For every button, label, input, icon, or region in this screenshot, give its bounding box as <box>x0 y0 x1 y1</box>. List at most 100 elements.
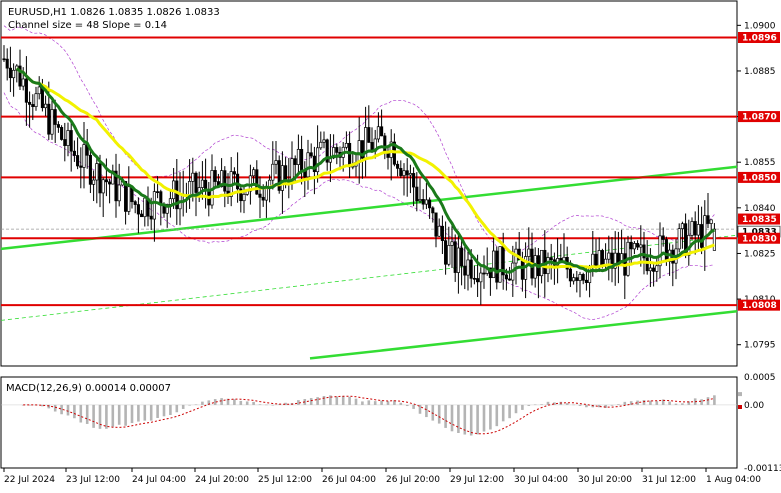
candle-body <box>152 191 156 220</box>
price-level-badge <box>738 171 780 183</box>
candle-body <box>188 181 192 197</box>
macd-histogram-bar <box>489 404 492 430</box>
candle-body <box>191 172 195 182</box>
macd-histogram-bar <box>322 396 326 405</box>
macd-histogram-bar <box>527 404 531 406</box>
candle-body <box>396 163 400 169</box>
macd-histogram-bar <box>591 404 595 408</box>
macd-histogram-bar <box>578 404 582 406</box>
candle-body <box>399 168 403 176</box>
macd-histogram-bar <box>373 401 377 405</box>
candle-body <box>213 170 217 182</box>
candle-body <box>421 199 425 205</box>
macd-histogram-bar <box>47 404 51 409</box>
macd-tick-label: 0.00 <box>744 401 764 411</box>
candle-body <box>322 139 326 143</box>
candle-body <box>348 142 352 168</box>
candle-body <box>2 58 6 61</box>
macd-histogram-bar <box>143 404 147 421</box>
macd-histogram-bar <box>687 401 691 405</box>
candle-body <box>79 165 83 168</box>
price-level-badge <box>738 299 780 311</box>
macd-histogram-bar <box>348 396 351 405</box>
candle-body <box>72 150 76 156</box>
candle-body <box>508 278 512 281</box>
macd-pane[interactable] <box>0 376 738 469</box>
price-level-label: 1.0850 <box>742 173 777 183</box>
candle-body <box>47 103 51 135</box>
macd-histogram-bar <box>713 395 716 405</box>
candle-body <box>296 148 300 165</box>
macd-histogram-bar <box>98 404 102 429</box>
macd-histogram-bar <box>85 404 89 424</box>
candle-body <box>700 224 704 248</box>
price-level-label: 1.0833 <box>742 228 777 238</box>
candle-body <box>252 169 256 177</box>
macd-histogram-bar <box>386 401 390 405</box>
candle-body <box>495 250 499 283</box>
macd-histogram-bar <box>469 404 473 436</box>
macd-histogram-bar <box>41 404 44 407</box>
candle-body <box>706 215 710 224</box>
macd-histogram-bar <box>585 404 588 408</box>
candle-body <box>5 58 9 69</box>
candle-body <box>591 253 595 268</box>
macd-histogram-bar <box>617 404 620 405</box>
candle-body <box>581 274 585 281</box>
time-label: 25 Jul 12:00 <box>258 475 312 485</box>
macd-histogram-bar <box>649 400 652 405</box>
candle-body <box>66 130 70 146</box>
macd-histogram-bar <box>405 404 409 407</box>
macd-value-marker <box>738 405 742 410</box>
candle-body <box>98 163 102 194</box>
envelope-band <box>3 92 715 321</box>
candle-body <box>466 259 470 276</box>
macd-histogram-bar <box>239 400 243 405</box>
candle-body <box>664 239 668 262</box>
time-label: 31 Jul 12:00 <box>642 475 696 485</box>
candle-body <box>223 170 227 192</box>
candle-body <box>312 155 316 173</box>
macd-histogram-bar <box>220 398 223 405</box>
candle-body <box>527 248 531 257</box>
macd-histogram-bar <box>572 404 575 406</box>
moving-averages <box>15 67 716 274</box>
candle-body <box>703 215 707 248</box>
candle-body <box>76 155 80 167</box>
candle-body <box>492 250 496 279</box>
candle-body <box>376 126 380 140</box>
macd-histogram-bar <box>258 404 262 405</box>
candle-body <box>658 235 662 267</box>
candle-body <box>600 250 604 266</box>
macd-histogram-bar <box>706 397 710 405</box>
price-tick-label: 1.0825 <box>744 249 776 259</box>
macd-histogram-bar <box>508 404 511 419</box>
candle-body <box>677 228 681 250</box>
candle-body <box>549 257 553 261</box>
candle-body <box>607 252 611 260</box>
time-label: 23 Jul 12:00 <box>66 475 120 485</box>
candle-body <box>200 179 204 188</box>
price-level-label: 1.0808 <box>742 301 777 311</box>
candle-body <box>104 179 108 183</box>
candle-body <box>127 186 131 212</box>
macd-histogram-bar <box>565 403 569 405</box>
candle-body <box>136 204 140 215</box>
macd-histogram-bar <box>105 404 108 429</box>
channel-upper-line <box>0 165 738 251</box>
candle-body <box>402 170 406 176</box>
candle-body <box>476 278 480 283</box>
macd-histogram-bar <box>124 404 127 426</box>
candle-body <box>239 188 243 202</box>
candle-body <box>584 279 588 283</box>
candle-body <box>277 160 281 191</box>
candle-body <box>479 272 483 283</box>
macd-histogram-bar <box>546 401 550 405</box>
candle-body <box>520 259 524 280</box>
candle-body <box>31 104 35 107</box>
price-level-label: 1.0835 <box>742 215 777 225</box>
macd-histogram-bar <box>501 404 505 422</box>
candle-body <box>383 135 387 152</box>
candle-body <box>143 197 147 218</box>
